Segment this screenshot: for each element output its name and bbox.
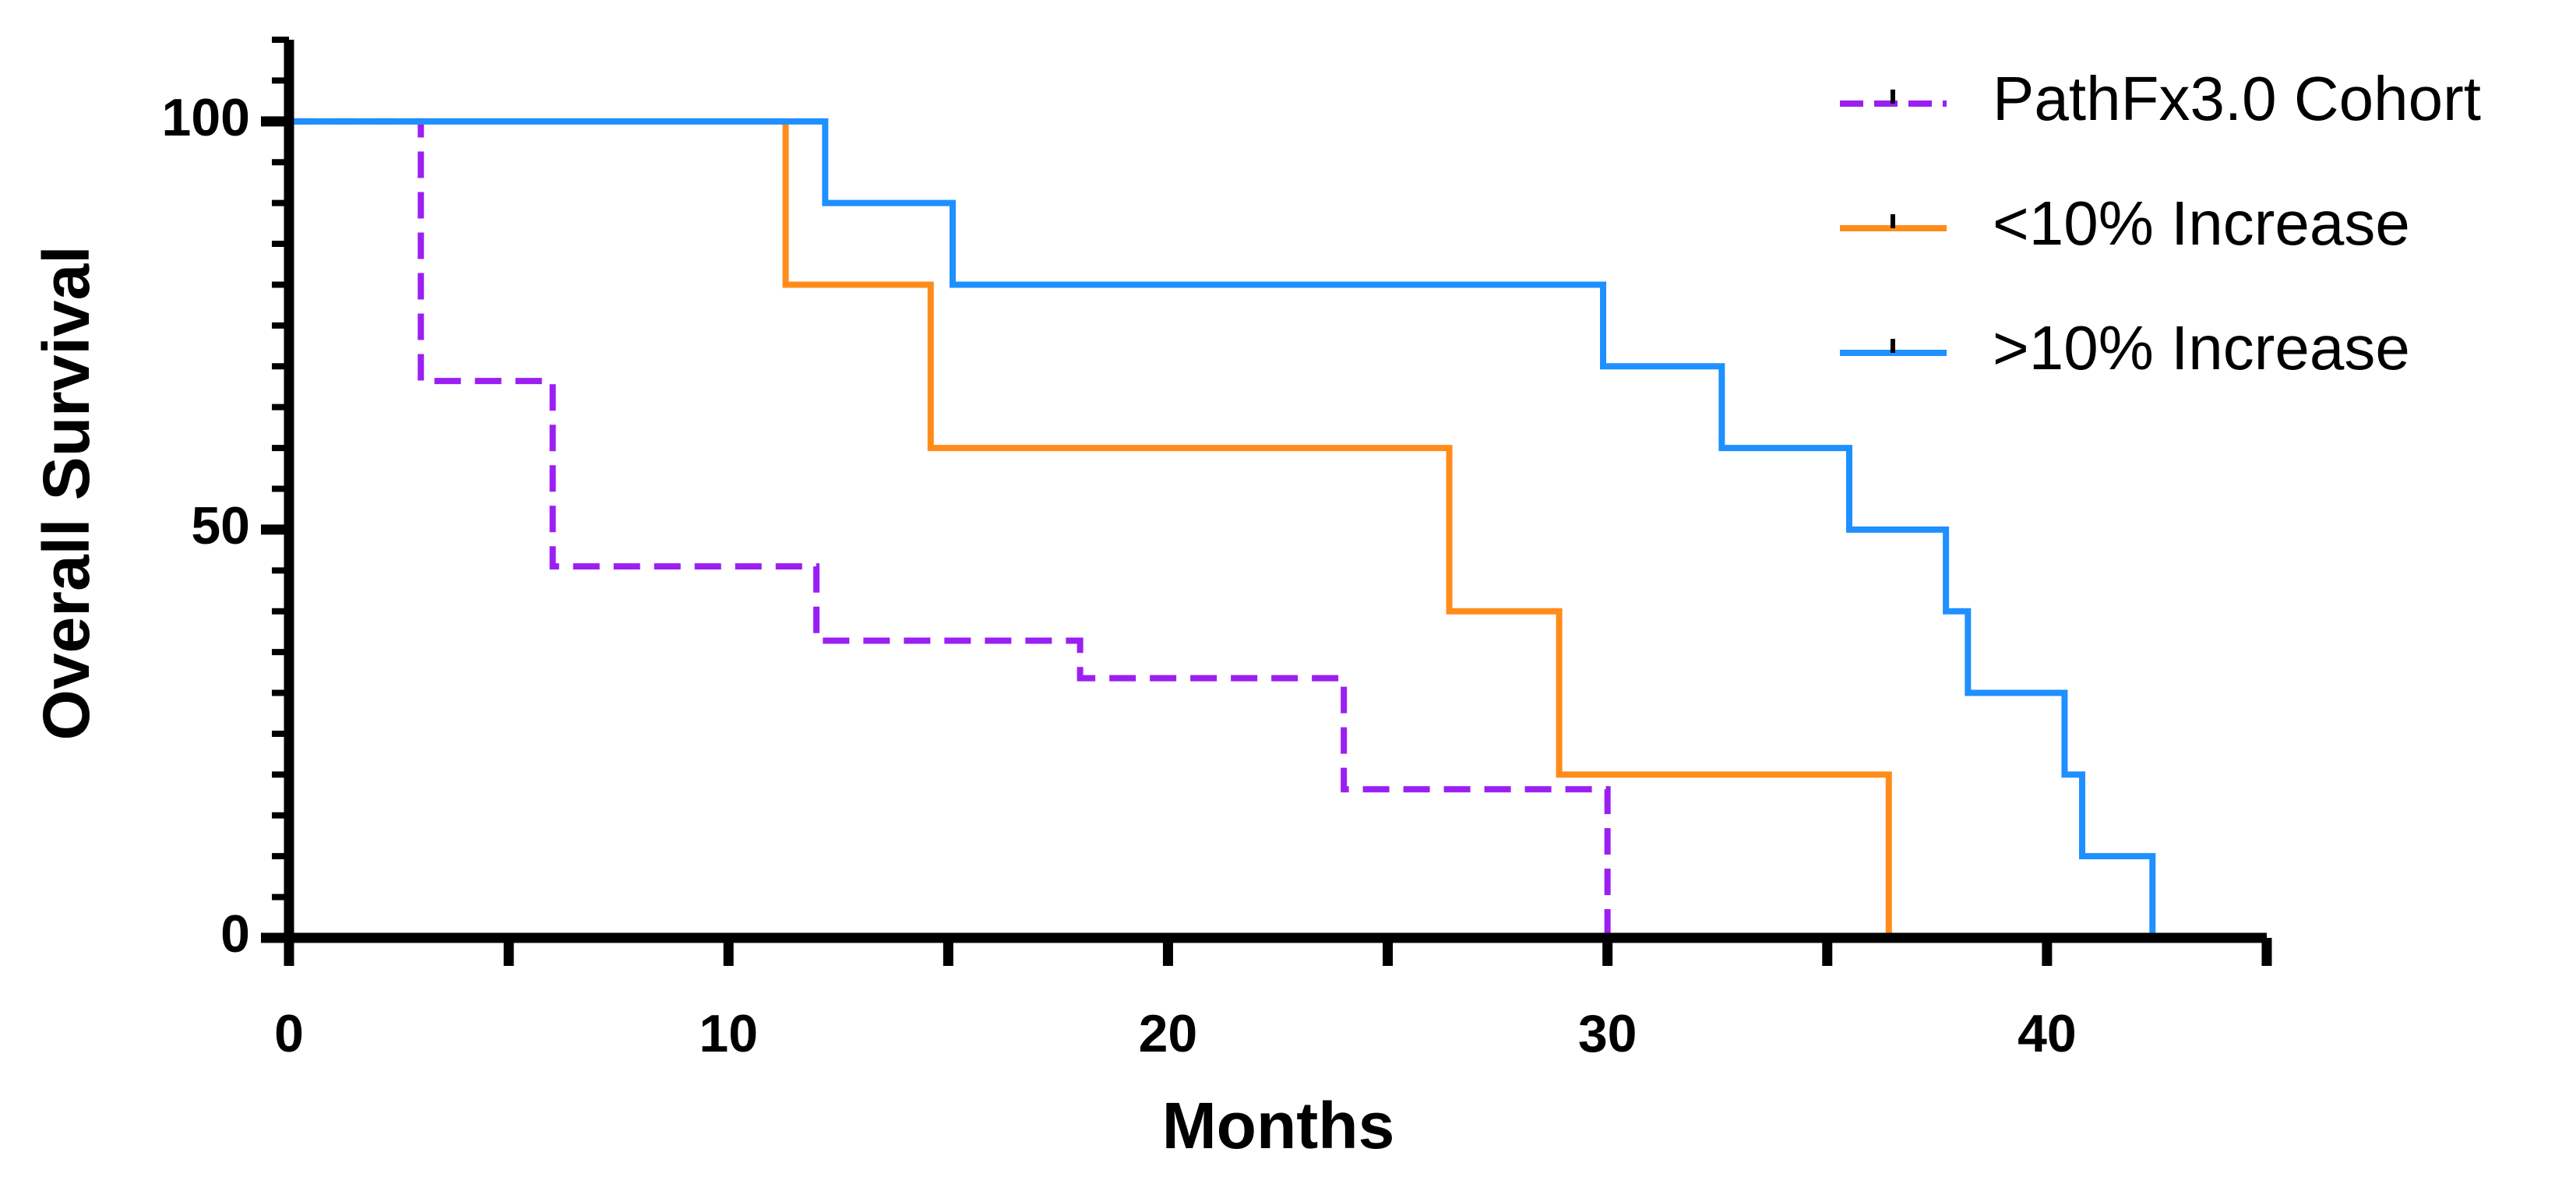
survival-curve	[289, 118, 2156, 938]
x-tick-label: 20	[1139, 1004, 1198, 1063]
legend-label: >10% Increase	[1993, 313, 2410, 382]
survival-curve	[289, 118, 1892, 938]
y-axis-title: Overall Survival	[30, 245, 103, 740]
y-tick-label: 50	[191, 496, 250, 555]
x-tick-label: 30	[1578, 1004, 1637, 1063]
x-tick-label: 0	[274, 1004, 304, 1063]
x-tick-label: 10	[699, 1004, 758, 1063]
x-axis-title: Months	[1162, 1089, 1395, 1162]
survival-curve	[289, 118, 1611, 938]
y-tick-label: 100	[162, 88, 250, 147]
legend-label: PathFx3.0 Cohort	[1993, 64, 2481, 133]
legend-label: <10% Increase	[1993, 189, 2410, 258]
y-tick-label: 0	[220, 904, 250, 964]
x-tick-label: 40	[2017, 1004, 2077, 1063]
